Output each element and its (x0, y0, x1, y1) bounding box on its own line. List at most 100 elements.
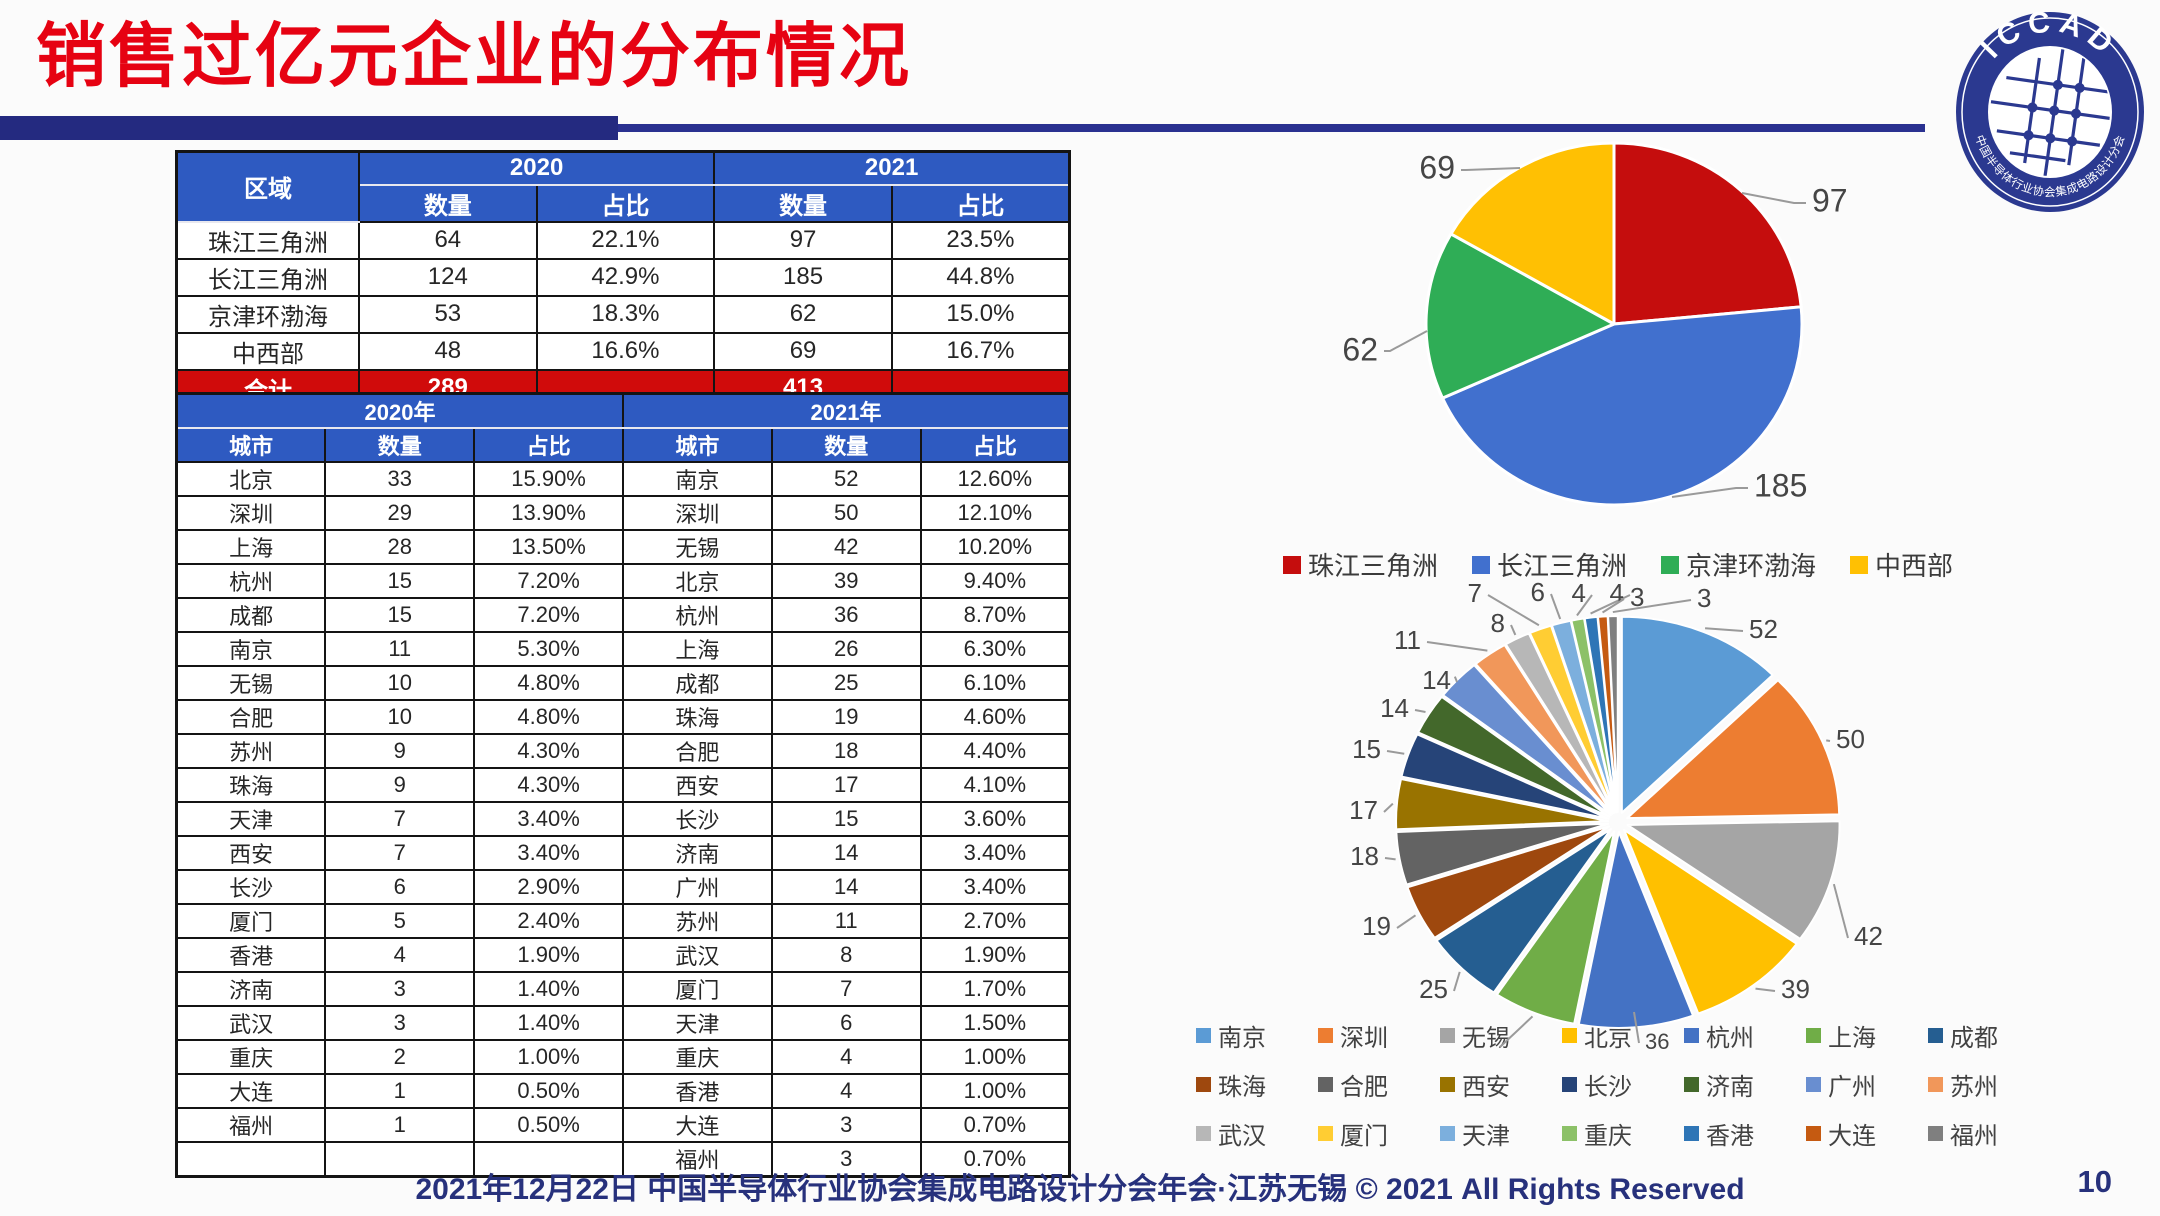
legend-item-京津环渤海: 京津环渤海 (1661, 546, 1816, 583)
legend-label: 成都 (1950, 1025, 1998, 1052)
table-row: 济南 3 1.40% 厦门 7 1.70% (175, 971, 1071, 1007)
count-header: 数量 (324, 427, 476, 463)
table-cell: 69 (713, 331, 893, 371)
legend-label: 长沙 (1584, 1074, 1632, 1101)
pie-label-leader (1755, 987, 1776, 992)
pie-label-leader (1453, 676, 1458, 683)
pie-slice-长江三角洲 (1441, 305, 1804, 507)
table-cell: 4.40% (919, 733, 1071, 769)
table-cell: 1 (324, 1107, 476, 1143)
pie-label-leader (1384, 857, 1396, 861)
legend-item-长沙: 长沙 (1562, 1067, 1684, 1102)
legend-label: 大连 (1828, 1123, 1876, 1150)
share-header: 占比 (535, 183, 716, 223)
legend-label: 珠江三角洲 (1308, 551, 1439, 581)
pie-label-leader (1671, 487, 1748, 498)
table-cell: 3.40% (473, 801, 624, 837)
legend-label: 重庆 (1584, 1123, 1632, 1150)
table-cell: 13.90% (473, 495, 624, 531)
table-cell: 1.00% (919, 1039, 1071, 1075)
pie-label-leader (1453, 971, 1461, 992)
table-cell: 天津 (621, 1005, 773, 1041)
table-cell: 1.70% (919, 971, 1071, 1007)
pie-value-label-长沙: 15 (1352, 734, 1381, 764)
pie-value-label-无锡: 42 (1854, 921, 1883, 951)
pie-label-leader (1386, 750, 1405, 755)
pie-value-label-福州: 3 (1697, 583, 1711, 613)
footer-text: 2021年12月22日 中国半导体行业协会集成电路设计分会年会·江苏无锡 © 2… (415, 1173, 1745, 1206)
table-cell (175, 1141, 327, 1178)
table-cell: 厦门 (175, 903, 327, 939)
pie-label-leader (1741, 192, 1806, 204)
legend-swatch-icon (1562, 1126, 1577, 1141)
pie-value-label-珠海: 19 (1362, 911, 1391, 941)
table-row: 中西部 48 16.6% 69 16.7% (175, 331, 1071, 371)
pie-value-label-中西部: 69 (1419, 149, 1455, 185)
table-row: 杭州 15 7.20% 北京 39 9.40% (175, 563, 1071, 599)
pie-value-label-西安: 17 (1349, 795, 1378, 825)
pie-value-label-广州: 14 (1422, 665, 1451, 695)
share-header: 占比 (473, 427, 624, 463)
legend-swatch-icon (1562, 1028, 1577, 1043)
pie-label-leader (1414, 709, 1426, 713)
table-cell: 6.10% (919, 665, 1071, 701)
pie-slice-长沙 (1400, 733, 1610, 820)
legend-label: 上海 (1828, 1025, 1876, 1052)
table-cell: 成都 (621, 665, 773, 701)
legend-item-合肥: 合肥 (1318, 1067, 1440, 1102)
legend-item-中西部: 中西部 (1850, 546, 1953, 583)
table-cell: 16.7% (890, 331, 1071, 371)
legend-label: 珠海 (1218, 1074, 1266, 1101)
table-row: 福州 1 0.50% 大连 3 0.70% (175, 1107, 1071, 1143)
legend-swatch-icon (1806, 1077, 1821, 1092)
table-row: 大连 1 0.50% 香港 4 1.00% (175, 1073, 1071, 1109)
table-cell: 2.70% (919, 903, 1071, 939)
pie-value-label-珠江三角洲: 97 (1812, 182, 1848, 218)
pie-slice-上海 (1496, 830, 1616, 1025)
legend-item-无锡: 无锡 (1440, 1018, 1562, 1053)
table-cell: 15 (770, 801, 922, 837)
pie-label-leader (1461, 167, 1521, 171)
table-cell: 4.80% (473, 665, 624, 701)
logo-circuit-grid (1990, 48, 2116, 179)
pie-slice-大连 (1596, 615, 1619, 814)
table-cell: 185 (713, 257, 893, 297)
table-cell: 9.40% (919, 563, 1071, 599)
table-cell: 9 (324, 767, 476, 803)
table-cell: 44.8% (890, 257, 1071, 297)
table-cell: 4.80% (473, 699, 624, 735)
pie-slice-济南 (1417, 695, 1611, 818)
table-cell: 10 (324, 699, 476, 735)
table-row: 深圳 29 13.90% 深圳 50 12.10% (175, 495, 1071, 531)
table-cell: 武汉 (175, 1005, 327, 1041)
legend-label: 杭州 (1706, 1025, 1754, 1052)
table-cell: 武汉 (621, 937, 773, 973)
pie-value-label-京津环渤海: 62 (1342, 331, 1378, 367)
pie-value-label-北京: 39 (1781, 974, 1810, 1004)
pie-value-label-苏州: 11 (1394, 625, 1421, 655)
table-cell: 天津 (175, 801, 327, 837)
legend-item-上海: 上海 (1806, 1018, 1928, 1053)
legend-item-西安: 西安 (1440, 1067, 1562, 1102)
legend-swatch-icon (1472, 555, 1491, 574)
pie-slice-合肥 (1395, 822, 1610, 886)
table-row: 珠江三角洲 64 22.1% 97 23.5% (175, 220, 1071, 260)
table-row: 天津 7 3.40% 长沙 15 3.60% (175, 801, 1071, 837)
legend-swatch-icon (1684, 1126, 1699, 1141)
legend-label: 合肥 (1340, 1074, 1388, 1101)
legend-label: 厦门 (1340, 1123, 1388, 1150)
table-cell: 3 (324, 1005, 476, 1041)
pie-value-label-大连: 3 (1630, 582, 1644, 612)
table-cell: 2 (324, 1039, 476, 1075)
table-cell: 2.40% (473, 903, 624, 939)
table-cell: 香港 (175, 937, 327, 973)
pie-value-label-深圳: 50 (1836, 724, 1865, 754)
pie-slice-南京 (1620, 615, 1774, 814)
table-cell: 3 (770, 1141, 922, 1178)
table-row: 成都 15 7.20% 杭州 36 8.70% (175, 597, 1071, 633)
table-cell: 64 (358, 220, 538, 260)
legend-item-香港: 香港 (1684, 1116, 1806, 1151)
count-header: 数量 (770, 427, 922, 463)
table-cell: 长沙 (621, 801, 773, 837)
table-cell: 大连 (175, 1073, 327, 1109)
